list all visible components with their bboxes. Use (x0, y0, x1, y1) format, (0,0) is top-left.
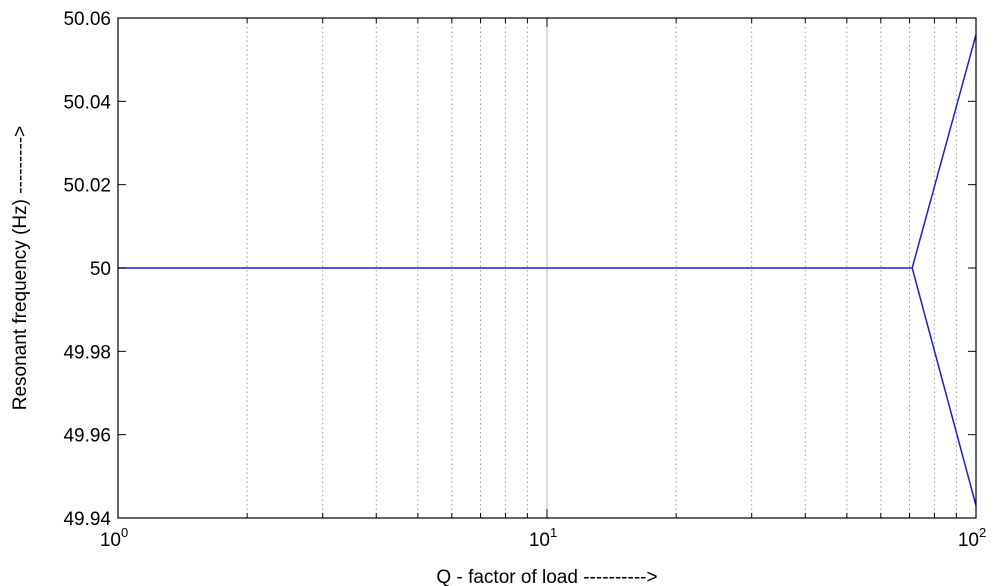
y-tick-label: 50 (90, 259, 111, 280)
x-tick-label-base: 10 (958, 530, 979, 551)
x-axis-title: Q - factor of load ----------> (436, 567, 657, 586)
x-tick-label-exponent: 0 (121, 525, 128, 540)
y-tick-label: 49.98 (63, 342, 111, 363)
data-series (118, 34, 977, 506)
x-tick-label-exponent: 2 (979, 525, 986, 540)
x-tick-label-base: 10 (100, 530, 121, 551)
x-tick-label-exponent: 1 (550, 525, 557, 540)
axis-ticks: 100 101 10249.9449.9649.985050.0250.0450.0… (63, 9, 986, 551)
x-tick-label: 102 (958, 525, 986, 551)
y-tick-label: 50.04 (63, 92, 111, 113)
y-tick-label: 50.02 (63, 176, 111, 197)
y-tick-label: 49.96 (63, 426, 111, 447)
x-tick-label: 100 (100, 525, 128, 551)
y-tick-label: 49.94 (63, 509, 111, 530)
x-tick-label-base: 10 (529, 530, 550, 551)
y-axis-title: Resonant frequency (Hz) ---------> (10, 126, 31, 411)
series-line (911, 267, 977, 506)
x-tick-label: 101 (529, 525, 557, 551)
y-tick-label: 50.06 (63, 9, 111, 30)
